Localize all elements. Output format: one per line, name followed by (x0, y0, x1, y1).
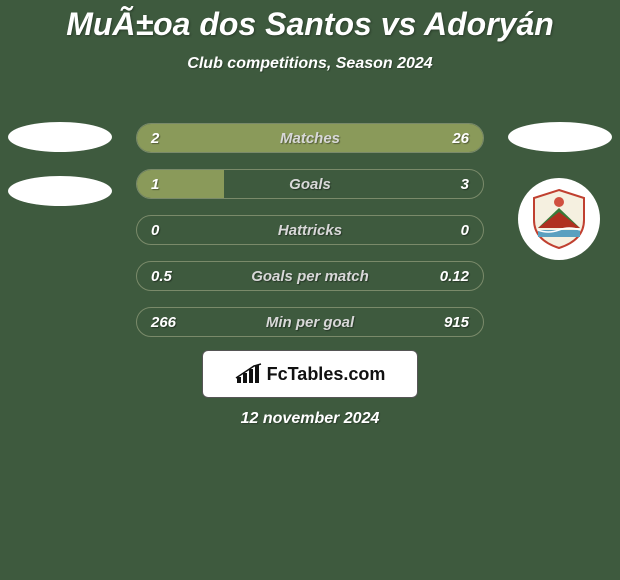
brand-label: FcTables.com (267, 364, 386, 385)
stat-label: Goals (137, 170, 483, 199)
stat-row: 266915Min per goal (136, 307, 484, 337)
stats-container: 226Matches 13Goals 00Hattricks 0.50.12Goals… (136, 123, 484, 353)
club-badge-right (518, 178, 600, 260)
player-left-silhouette-2 (8, 176, 112, 206)
stat-label: Matches (137, 124, 483, 153)
date-label: 12 november 2024 (0, 410, 620, 428)
chart-icon (235, 363, 263, 385)
stat-row: 13Goals (136, 169, 484, 199)
stat-row: 00Hattricks (136, 215, 484, 245)
stat-label: Min per goal (137, 308, 483, 337)
subtitle: Club competitions, Season 2024 (0, 55, 620, 73)
shield-icon (528, 188, 590, 250)
comparison-card: MuÃ±oa dos Santos vs Adoryán Club compet… (0, 0, 620, 580)
page-title: MuÃ±oa dos Santos vs Adoryán (0, 0, 620, 43)
stat-row: 0.50.12Goals per match (136, 261, 484, 291)
player-left-silhouette-1 (8, 122, 112, 152)
stat-label: Hattricks (137, 216, 483, 245)
stat-row: 226Matches (136, 123, 484, 153)
player-right-silhouette-1 (508, 122, 612, 152)
brand-box[interactable]: FcTables.com (202, 350, 418, 398)
stat-label: Goals per match (137, 262, 483, 291)
